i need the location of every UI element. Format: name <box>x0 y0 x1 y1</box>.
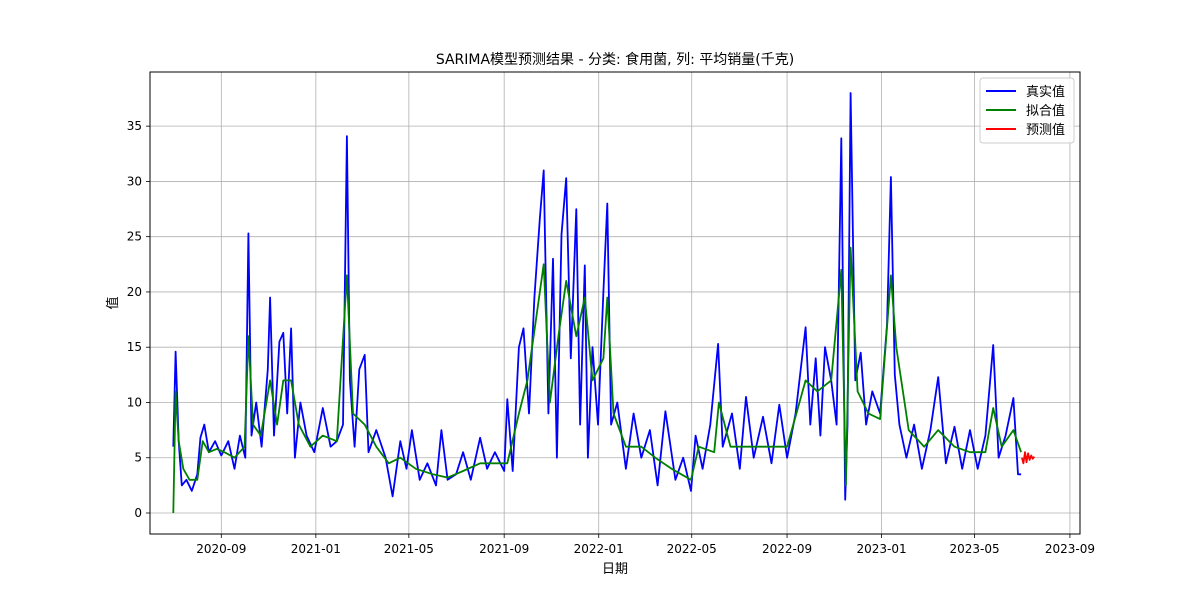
y-tick-label: 30 <box>127 174 142 188</box>
x-tick-label: 2021-09 <box>479 542 529 556</box>
x-tick-label: 2023-01 <box>857 542 907 556</box>
y-axis-ticks: 0 5 10 15 20 25 30 35 <box>127 119 150 520</box>
y-tick-label: 25 <box>127 230 142 244</box>
x-axis-ticks: 2020-09 2021-01 2021-05 2021-09 2022-01 2022-… <box>196 534 1095 556</box>
series-layer <box>172 92 1036 514</box>
x-tick-label: 2021-01 <box>291 542 341 556</box>
y-tick-label: 20 <box>127 285 142 299</box>
y-tick-label: 5 <box>134 451 142 465</box>
series-line-forecast <box>1021 451 1036 465</box>
x-tick-label: 2022-09 <box>762 542 812 556</box>
grid <box>150 72 1080 534</box>
x-tick-label: 2020-09 <box>196 542 246 556</box>
legend-label-actual: 真实值 <box>1026 84 1065 100</box>
y-axis-label: 值 <box>105 296 121 309</box>
x-tick-label: 2023-05 <box>950 542 1000 556</box>
x-tick-label: 2021-05 <box>384 542 434 556</box>
legend: 真实值 拟合值 预测值 <box>979 77 1075 144</box>
x-tick-label: 2022-01 <box>574 542 624 556</box>
legend-box <box>979 77 1075 144</box>
x-axis-label: 日期 <box>602 562 628 577</box>
x-tick-label: 2023-09 <box>1045 542 1095 556</box>
y-tick-label: 10 <box>127 395 142 409</box>
x-tick-label: 2022-05 <box>667 542 717 556</box>
series-line-fitted <box>172 246 1022 514</box>
series-line-actual <box>172 92 1022 501</box>
legend-label-fitted: 拟合值 <box>1026 103 1065 119</box>
plot-frame <box>149 71 1081 535</box>
y-tick-label: 35 <box>127 119 142 133</box>
legend-label-forecast: 预测值 <box>1026 122 1065 138</box>
chart-title: SARIMA模型预测结果 - 分类: 食用菌, 列: 平均销量(千克) <box>436 51 794 68</box>
y-tick-label: 0 <box>134 506 142 520</box>
y-tick-label: 15 <box>127 340 142 354</box>
